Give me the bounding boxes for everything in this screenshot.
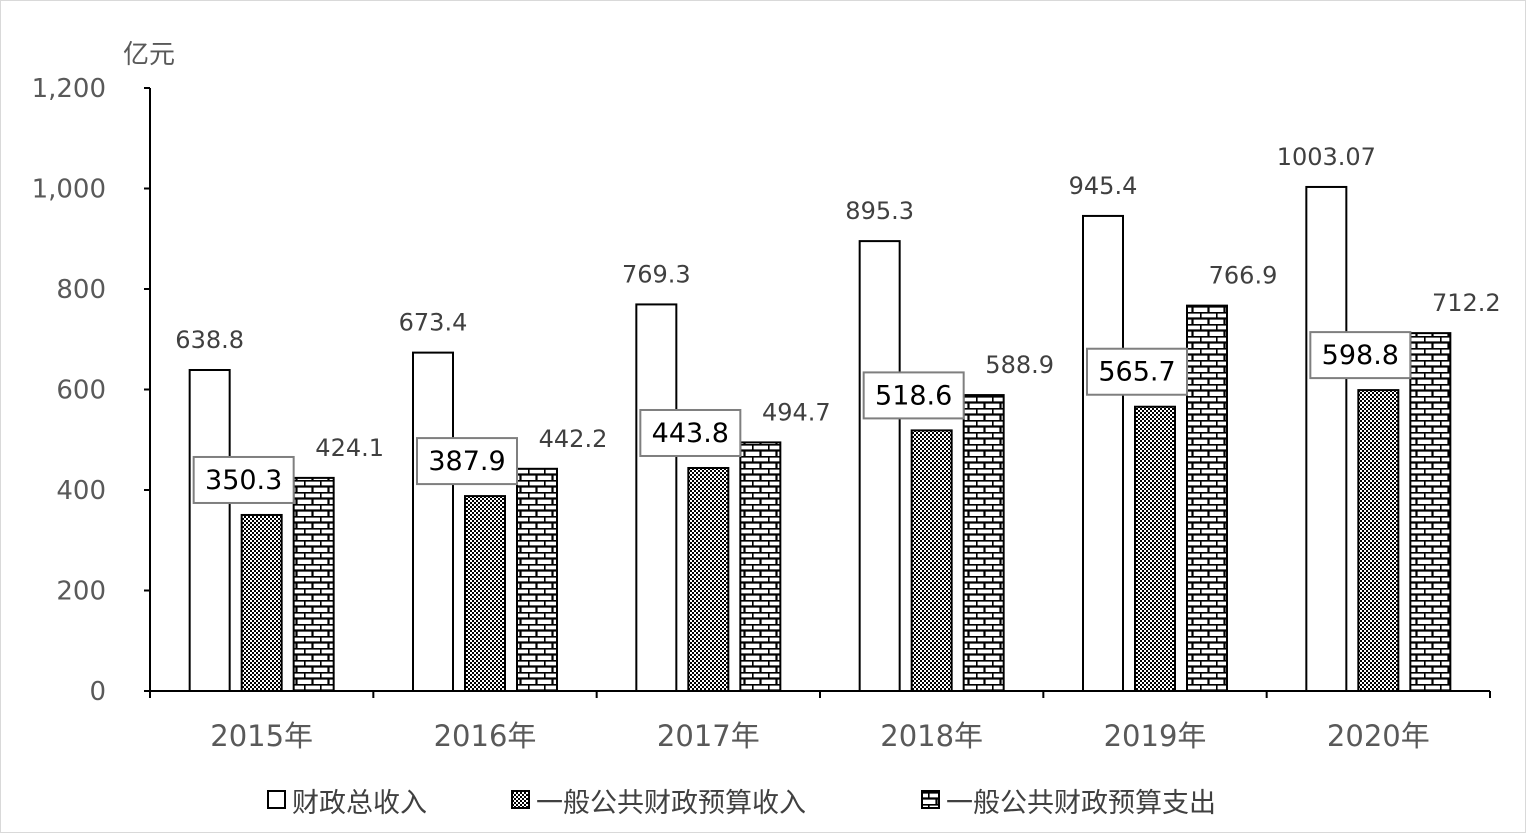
legend: 财政总收入 一般公共财政预算收入 一般公共财政预算支出 bbox=[267, 788, 1216, 819]
bar-white bbox=[1305, 185, 1348, 692]
data-label-box bbox=[192, 455, 295, 504]
data-label: 494.7 bbox=[762, 398, 831, 426]
data-label: 518.6 bbox=[875, 380, 952, 411]
y-tick-label: 800 bbox=[56, 275, 106, 305]
data-labels: 638.8 350.3 424.1 673.4 387.9 442.2 769.3 443.8… bbox=[175, 143, 1501, 504]
y-tick-label: 1,000 bbox=[32, 175, 106, 205]
bar-checker bbox=[1357, 389, 1400, 692]
bar-brick bbox=[292, 476, 335, 692]
y-tick-label: 0 bbox=[89, 677, 106, 707]
data-label-box bbox=[1086, 347, 1188, 396]
data-label: 598.8 bbox=[1322, 340, 1399, 371]
y-tick-label: 1,200 bbox=[32, 74, 106, 104]
data-label: 1003.07 bbox=[1277, 143, 1376, 171]
bar-white bbox=[188, 369, 231, 692]
x-category-label: 2016年 bbox=[434, 719, 537, 753]
bar-white bbox=[858, 240, 901, 692]
x-category-label: 2017年 bbox=[657, 719, 760, 753]
bar-brick bbox=[962, 394, 1005, 692]
x-category-label: 2020年 bbox=[1327, 719, 1430, 753]
y-tick-label: 400 bbox=[56, 476, 106, 506]
bar-brick bbox=[1186, 304, 1228, 692]
data-label: 442.2 bbox=[539, 425, 608, 453]
data-label: 945.4 bbox=[1069, 172, 1138, 200]
y-tick-label: 600 bbox=[56, 376, 106, 406]
data-label: 565.7 bbox=[1098, 357, 1175, 388]
data-label: 638.8 bbox=[175, 326, 244, 354]
legend-label: 财政总收入 bbox=[292, 788, 427, 819]
data-label-box bbox=[862, 371, 965, 420]
data-label: 387.9 bbox=[428, 446, 505, 477]
data-label: 424.1 bbox=[315, 434, 384, 462]
bar-checker bbox=[687, 466, 730, 693]
legend-label: 一般公共财政预算支出 bbox=[946, 788, 1216, 819]
bar-checker bbox=[1134, 405, 1176, 692]
bar-white bbox=[635, 303, 678, 692]
data-label: 895.3 bbox=[845, 197, 914, 225]
bar-brick bbox=[516, 467, 558, 692]
data-label: 588.9 bbox=[985, 351, 1054, 379]
bar-brick bbox=[1409, 332, 1452, 692]
bar-checker bbox=[910, 429, 953, 692]
axes bbox=[149, 88, 1491, 698]
data-label-box bbox=[416, 437, 518, 486]
legend-label: 一般公共财政预算收入 bbox=[536, 788, 806, 819]
bar-white bbox=[412, 351, 454, 692]
x-category-label: 2018年 bbox=[880, 719, 983, 753]
data-label: 443.8 bbox=[652, 418, 729, 449]
bar-white bbox=[1082, 214, 1124, 692]
y-axis-unit-label: 亿元 bbox=[123, 40, 175, 70]
data-label: 350.3 bbox=[205, 465, 282, 496]
legend-swatch bbox=[921, 790, 940, 809]
y-axis: 0 200 400 600 800 1,000 1,200 bbox=[32, 74, 150, 707]
data-label: 712.2 bbox=[1432, 289, 1501, 317]
legend-swatch bbox=[511, 790, 530, 809]
x-axis: 2015年 2016年 2017年 2018年 2019年 2020年 bbox=[210, 719, 1429, 753]
x-category-label: 2019年 bbox=[1104, 719, 1207, 753]
bar-checker bbox=[464, 495, 506, 693]
data-label-box bbox=[639, 408, 742, 457]
legend-swatch bbox=[267, 790, 286, 809]
x-category-label: 2015年 bbox=[210, 719, 313, 753]
data-label-box bbox=[1309, 331, 1412, 380]
data-label: 769.3 bbox=[622, 260, 691, 288]
data-label: 673.4 bbox=[399, 309, 468, 337]
y-tick-label: 200 bbox=[56, 577, 106, 607]
bar-checker bbox=[240, 513, 283, 692]
data-label: 766.9 bbox=[1209, 262, 1278, 290]
bar-brick bbox=[739, 441, 782, 692]
